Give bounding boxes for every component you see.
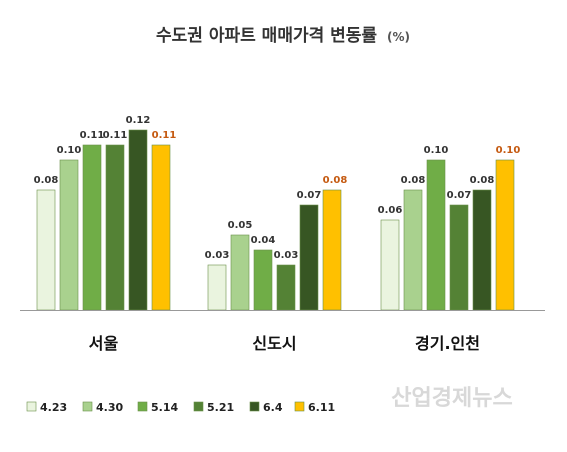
legend-label-5: 6.11 [308,401,335,414]
data-label-0-1: 0.10 [57,145,82,156]
legend-swatch-3 [193,401,204,412]
bar-0-1 [59,159,79,311]
bar-0-2 [82,144,102,311]
legend-swatch-2 [137,401,148,412]
data-label-2-4: 0.08 [470,175,495,186]
data-label-1-5: 0.08 [323,175,348,186]
bar-1-4 [299,204,319,311]
bars-layer: 0.080.100.110.110.120.110.030.050.040.03… [34,115,521,311]
data-label-0-0: 0.08 [34,175,59,186]
data-label-1-4: 0.07 [297,190,322,201]
legend-item-4: 6.4 [249,401,283,414]
legend-label-3: 5.21 [207,401,234,414]
legend-label-2: 5.14 [151,401,178,414]
data-label-1-3: 0.03 [274,250,299,261]
data-label-1-2: 0.04 [251,235,276,246]
bar-0-3 [105,144,125,311]
data-label-2-0: 0.06 [378,205,403,216]
legend-label-1: 4.30 [96,401,123,414]
bar-2-4 [472,189,492,311]
bar-0-4 [128,129,148,311]
bar-1-1 [230,234,250,311]
legend-swatch-4 [249,401,260,412]
legend-label-4: 6.4 [263,401,283,414]
data-label-0-4: 0.12 [126,115,151,126]
legend-item-0: 4.23 [26,401,67,414]
watermark-text: 산업경제뉴스 [391,386,512,411]
legend-item-1: 4.30 [82,401,123,414]
bar-2-1 [403,189,423,311]
category-label-1: 신도시 [252,334,296,353]
legend-swatch-0 [26,401,37,412]
data-label-2-3: 0.07 [447,190,472,201]
data-label-0-3: 0.11 [103,130,128,141]
data-label-0-2: 0.11 [80,130,105,141]
data-label-2-5: 0.10 [496,145,521,156]
legend-swatch-1 [82,401,93,412]
data-label-0-5: 0.11 [152,130,177,141]
chart-title: 수도권 아파트 매매가격 변동률 (%) [156,26,410,46]
legend-item-2: 5.14 [137,401,178,414]
category-label-2: 경기.인천 [415,334,480,353]
data-label-1-0: 0.03 [205,250,230,261]
legend: 4.23 4.30 5.14 5.21 6.4 6.11 [26,401,335,414]
bar-2-0 [380,219,400,311]
bar-2-2 [426,159,446,311]
bar-1-2 [253,249,273,311]
bar-2-5 [495,159,515,311]
bar-1-0 [207,264,227,311]
chart-unit-text: (%) [387,30,410,44]
bar-1-5 [322,189,342,311]
category-label-0: 서울 [89,334,119,353]
bar-2-3 [449,204,469,311]
category-labels: 서울 신도시 경기.인천 [89,334,480,353]
chart-title-text: 수도권 아파트 매매가격 변동률 [156,26,377,46]
legend-swatch-5 [294,401,305,412]
legend-label-0: 4.23 [40,401,67,414]
data-label-2-2: 0.10 [424,145,449,156]
data-label-1-1: 0.05 [228,220,253,231]
data-label-2-1: 0.08 [401,175,426,186]
bar-0-5 [151,144,171,311]
legend-item-5: 6.11 [294,401,335,414]
svg-text:수도권 아파트 매매가격 변동률 (%): 수도권 아파트 매매가격 변동률 (%) [156,26,410,46]
legend-item-3: 5.21 [193,401,234,414]
bar-1-3 [276,264,296,311]
bar-0-0 [36,189,56,311]
